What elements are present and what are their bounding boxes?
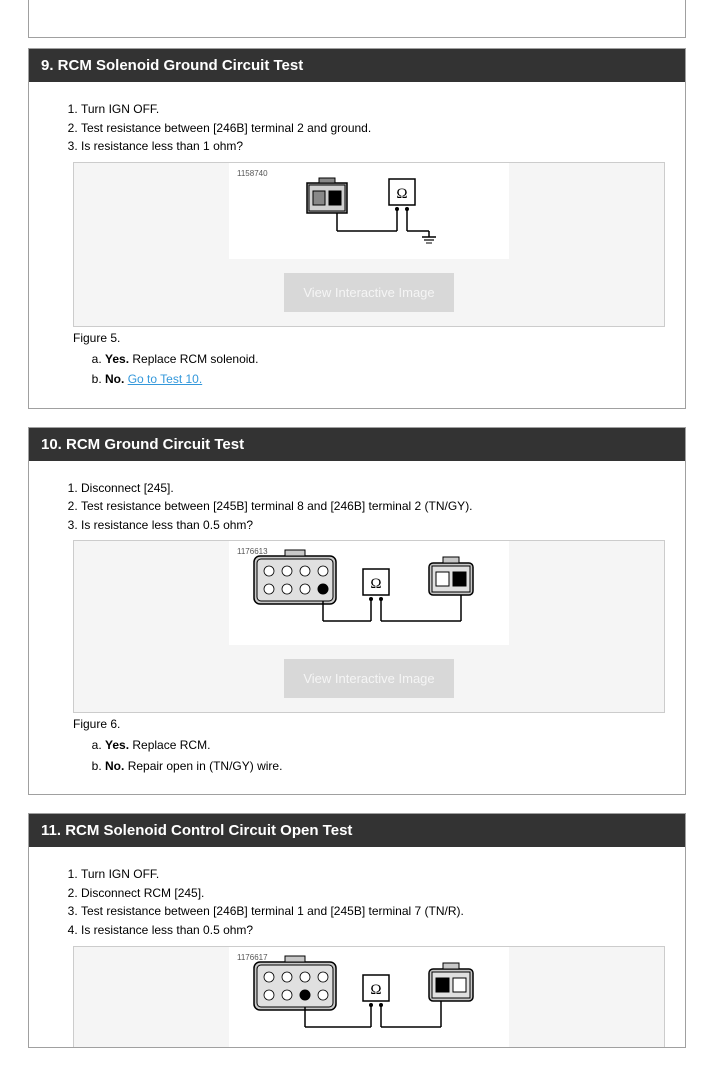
step-item: Disconnect RCM [245]. xyxy=(81,884,665,903)
view-interactive-image-button[interactable]: View Interactive Image xyxy=(284,659,454,698)
section-10-header: 10. RCM Ground Circuit Test xyxy=(29,428,685,461)
answer-text: Replace RCM. xyxy=(132,738,210,752)
step-item: Is resistance less than 0.5 ohm? xyxy=(81,921,665,940)
diagram-label: 1158740 xyxy=(237,169,268,178)
figure-caption: Figure 5. xyxy=(73,331,665,345)
section-9-answers: Yes. Replace RCM solenoid. No. Go to Tes… xyxy=(105,349,665,390)
section-11-header: 11. RCM Solenoid Control Circuit Open Te… xyxy=(29,814,685,847)
diagram-label: 1176613 xyxy=(237,547,268,556)
diagram-box-9: 1158740 Ω xyxy=(73,162,665,327)
go-to-test-link[interactable]: Go to Test 10. xyxy=(128,372,203,386)
section-11-steps: Turn IGN OFF. Disconnect RCM [245]. Test… xyxy=(81,865,665,939)
diagram-label: 1176617 xyxy=(237,953,268,962)
section-9-body: Turn IGN OFF. Test resistance between [2… xyxy=(29,82,685,408)
diagram-svg-10: Ω xyxy=(239,547,499,635)
section-10: 10. RCM Ground Circuit Test Disconnect [… xyxy=(28,427,686,796)
answer-label: Yes. xyxy=(105,352,129,366)
svg-text:Ω: Ω xyxy=(370,576,381,592)
figure-caption: Figure 6. xyxy=(73,717,665,731)
step-item: Test resistance between [246B] terminal … xyxy=(81,119,665,138)
answer-item: No. Repair open in (TN/GY) wire. xyxy=(105,756,665,776)
diagram-inner-9: 1158740 Ω xyxy=(229,163,509,259)
step-item: Test resistance between [245B] terminal … xyxy=(81,497,665,516)
diagram-svg-9: Ω xyxy=(269,169,469,249)
step-item: Test resistance between [246B] terminal … xyxy=(81,902,665,921)
svg-text:Ω: Ω xyxy=(396,186,407,202)
answer-label: No. xyxy=(105,759,124,773)
step-item: Is resistance less than 1 ohm? xyxy=(81,137,665,156)
previous-section-bottom xyxy=(28,0,686,38)
answer-item: Yes. Replace RCM. xyxy=(105,735,665,755)
view-interactive-image-button[interactable]: View Interactive Image xyxy=(284,273,454,312)
diagram-inner-11: 1176617 xyxy=(229,947,509,1047)
diagram-box-10: 1176613 xyxy=(73,540,665,713)
answer-text: Replace RCM solenoid. xyxy=(132,352,258,366)
step-item: Turn IGN OFF. xyxy=(81,865,665,884)
diagram-inner-10: 1176613 xyxy=(229,541,509,645)
answer-item: No. Go to Test 10. xyxy=(105,369,665,389)
answer-item: Yes. Replace RCM solenoid. xyxy=(105,349,665,369)
diagram-box-11: 1176617 xyxy=(73,946,665,1047)
step-item: Turn IGN OFF. xyxy=(81,100,665,119)
section-9-header: 9. RCM Solenoid Ground Circuit Test xyxy=(29,49,685,82)
section-9-steps: Turn IGN OFF. Test resistance between [2… xyxy=(81,100,665,156)
answer-label: Yes. xyxy=(105,738,129,752)
section-10-answers: Yes. Replace RCM. No. Repair open in (TN… xyxy=(105,735,665,776)
section-11-body: Turn IGN OFF. Disconnect RCM [245]. Test… xyxy=(29,847,685,1046)
diagram-svg-11: Ω xyxy=(239,953,499,1037)
step-item: Disconnect [245]. xyxy=(81,479,665,498)
answer-label: No. xyxy=(105,372,124,386)
svg-text:Ω: Ω xyxy=(370,982,381,998)
section-9: 9. RCM Solenoid Ground Circuit Test Turn… xyxy=(28,48,686,409)
section-10-body: Disconnect [245]. Test resistance betwee… xyxy=(29,461,685,795)
section-10-steps: Disconnect [245]. Test resistance betwee… xyxy=(81,479,665,535)
step-item: Is resistance less than 0.5 ohm? xyxy=(81,516,665,535)
answer-text: Repair open in (TN/GY) wire. xyxy=(128,759,283,773)
section-11: 11. RCM Solenoid Control Circuit Open Te… xyxy=(28,813,686,1047)
